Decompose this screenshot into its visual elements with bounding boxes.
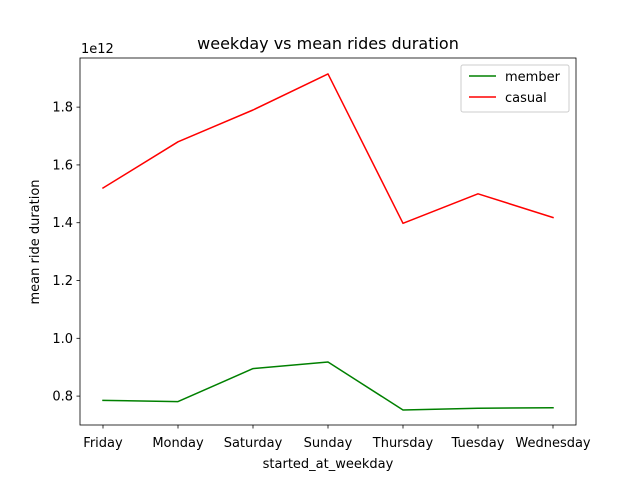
x-tick-label-Tuesday: Tuesday bbox=[451, 436, 505, 451]
y-tick-label-2: 1.2 bbox=[52, 274, 73, 289]
y-axis-label: mean ride duration bbox=[28, 179, 43, 304]
x-tick-label-Thursday: Thursday bbox=[372, 436, 434, 451]
y-tick-label-0: 0.8 bbox=[52, 390, 73, 405]
x-tick-label-Saturday: Saturday bbox=[224, 436, 283, 451]
x-axis-label: started_at_weekday bbox=[263, 457, 394, 472]
series-line-casual bbox=[101, 73, 554, 225]
y-tick-label-4: 1.6 bbox=[52, 158, 73, 173]
x-tick-label-Sunday: Sunday bbox=[304, 436, 353, 451]
plot-area: Friday Monday Saturday Sunday Thursday Tuesda… bbox=[52, 57, 591, 451]
y-offset-text: 1e12 bbox=[81, 42, 114, 57]
chart-title: weekday vs mean rides duration bbox=[197, 34, 459, 53]
legend: member casual bbox=[460, 64, 570, 113]
y-tick-label-3: 1.4 bbox=[52, 216, 73, 231]
legend-label-member: member bbox=[505, 70, 561, 85]
x-tick-label-Friday: Friday bbox=[83, 436, 123, 451]
x-tick-label-Monday: Monday bbox=[152, 436, 204, 451]
x-tick-label-Wednesday: Wednesday bbox=[515, 436, 591, 451]
y-tick-label-1: 1.0 bbox=[52, 332, 73, 347]
series-line-member bbox=[102, 361, 554, 411]
y-tick-label-5: 1.8 bbox=[52, 101, 73, 116]
legend-label-casual: casual bbox=[505, 91, 547, 106]
